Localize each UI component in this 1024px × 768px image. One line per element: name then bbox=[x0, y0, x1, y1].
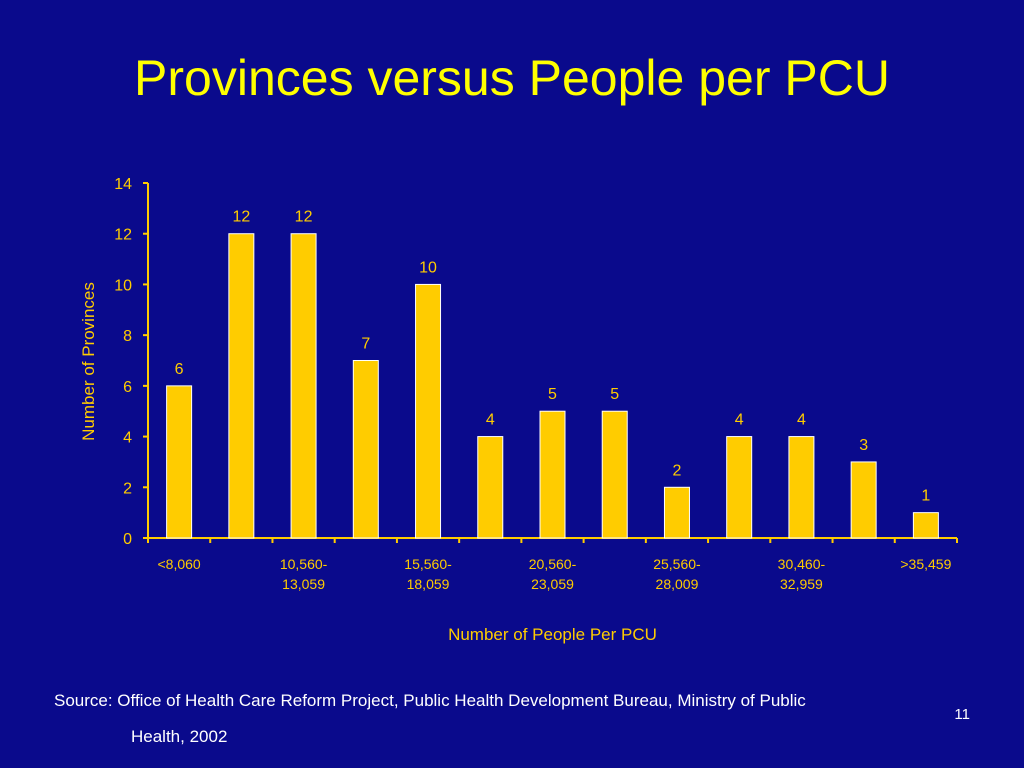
data-label: 4 bbox=[486, 412, 495, 429]
data-label: 1 bbox=[921, 488, 930, 505]
data-label: 5 bbox=[610, 386, 619, 403]
x-category-label: 32,959 bbox=[780, 576, 823, 592]
data-label: 12 bbox=[295, 209, 313, 226]
data-label: 3 bbox=[859, 437, 868, 454]
data-label: 6 bbox=[175, 361, 184, 378]
data-label: 7 bbox=[361, 336, 370, 353]
bar bbox=[228, 233, 255, 539]
bar bbox=[726, 436, 753, 539]
data-label: 4 bbox=[735, 412, 744, 429]
x-axis-title: Number of People Per PCU bbox=[448, 625, 657, 644]
slide-number: 11 bbox=[954, 706, 970, 723]
data-label: 4 bbox=[797, 412, 806, 429]
x-category-label: 23,059 bbox=[531, 576, 574, 592]
bar bbox=[912, 512, 939, 539]
x-category-label: 15,560- bbox=[404, 556, 452, 572]
bar bbox=[290, 233, 317, 539]
data-label: 10 bbox=[419, 259, 437, 276]
bar bbox=[788, 436, 815, 539]
y-tick-label: 8 bbox=[123, 328, 132, 345]
x-category-label: 18,059 bbox=[407, 576, 450, 592]
bar bbox=[601, 410, 628, 539]
y-tick-label: 12 bbox=[114, 227, 132, 244]
x-category-label: 28,009 bbox=[656, 576, 699, 592]
bar bbox=[539, 410, 566, 539]
slide-title: Provinces versus People per PCU bbox=[134, 50, 890, 106]
x-category-label: >35,459 bbox=[900, 556, 951, 572]
source-note: Source: Office of Health Care Reform Pro… bbox=[54, 683, 954, 755]
y-tick-label: 14 bbox=[114, 176, 132, 193]
x-category-label: 10,560- bbox=[280, 556, 328, 572]
bar bbox=[477, 436, 504, 539]
data-label: 5 bbox=[548, 386, 557, 403]
data-label: 12 bbox=[232, 209, 250, 226]
y-tick-label: 10 bbox=[114, 277, 132, 294]
y-tick-label: 4 bbox=[123, 430, 132, 447]
bar bbox=[850, 461, 877, 539]
bar bbox=[663, 486, 690, 539]
x-category-label: 30,460- bbox=[778, 556, 826, 572]
bar bbox=[352, 360, 379, 539]
x-category-label: 13,059 bbox=[282, 576, 325, 592]
x-category-label: 25,560- bbox=[653, 556, 701, 572]
y-axis-title: Number of Provinces bbox=[79, 282, 98, 441]
bar bbox=[415, 283, 442, 539]
x-category-label: 20,560- bbox=[529, 556, 577, 572]
bar bbox=[166, 385, 193, 539]
data-label: 2 bbox=[673, 462, 682, 479]
y-tick-label: 0 bbox=[123, 531, 132, 548]
y-tick-label: 6 bbox=[123, 379, 132, 396]
source-line-2: Health, 2002 bbox=[131, 727, 228, 746]
source-line-1: Source: Office of Health Care Reform Pro… bbox=[54, 691, 806, 710]
y-tick-label: 2 bbox=[123, 480, 132, 497]
x-category-label: <8,060 bbox=[158, 556, 201, 572]
